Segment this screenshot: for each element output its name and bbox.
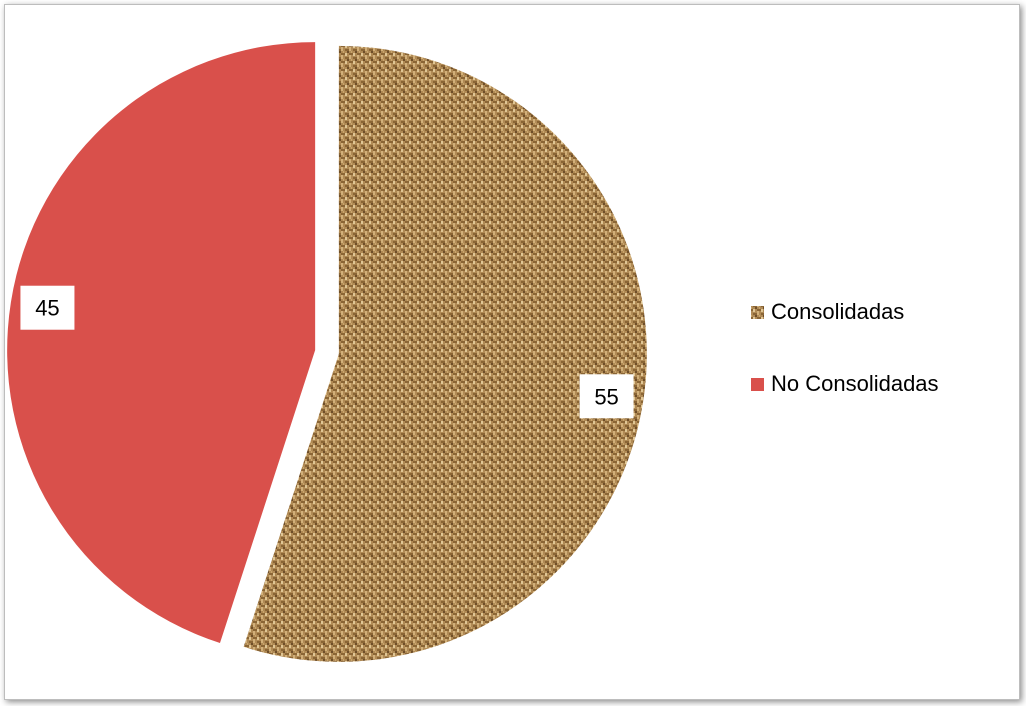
svg-text:55: 55: [594, 384, 618, 409]
legend-item-no-consolidadas: No Consolidadas: [751, 371, 939, 396]
data-label-consolidadas: 55: [579, 374, 634, 419]
chart-frame: 55 45 Consolidadas No Consolidadas: [4, 4, 1020, 700]
pie-slices: [7, 42, 647, 662]
legend-swatch-no-consolidadas: [751, 378, 764, 391]
data-label-no-consolidadas: 45: [20, 285, 75, 330]
pie-slice-consolidadas: [243, 45, 647, 662]
legend-label-no-consolidadas: No Consolidadas: [771, 371, 939, 396]
pie-chart: 55 45 Consolidadas No Consolidadas: [7, 42, 939, 662]
pie-data-labels: 55 45: [20, 285, 634, 419]
chart-legend: Consolidadas No Consolidadas: [751, 299, 939, 396]
pie-slice-no-consolidadas: [7, 42, 316, 644]
legend-swatch-consolidadas: [751, 306, 764, 319]
legend-label-consolidadas: Consolidadas: [771, 299, 904, 324]
svg-text:45: 45: [35, 296, 59, 321]
legend-item-consolidadas: Consolidadas: [751, 299, 904, 324]
